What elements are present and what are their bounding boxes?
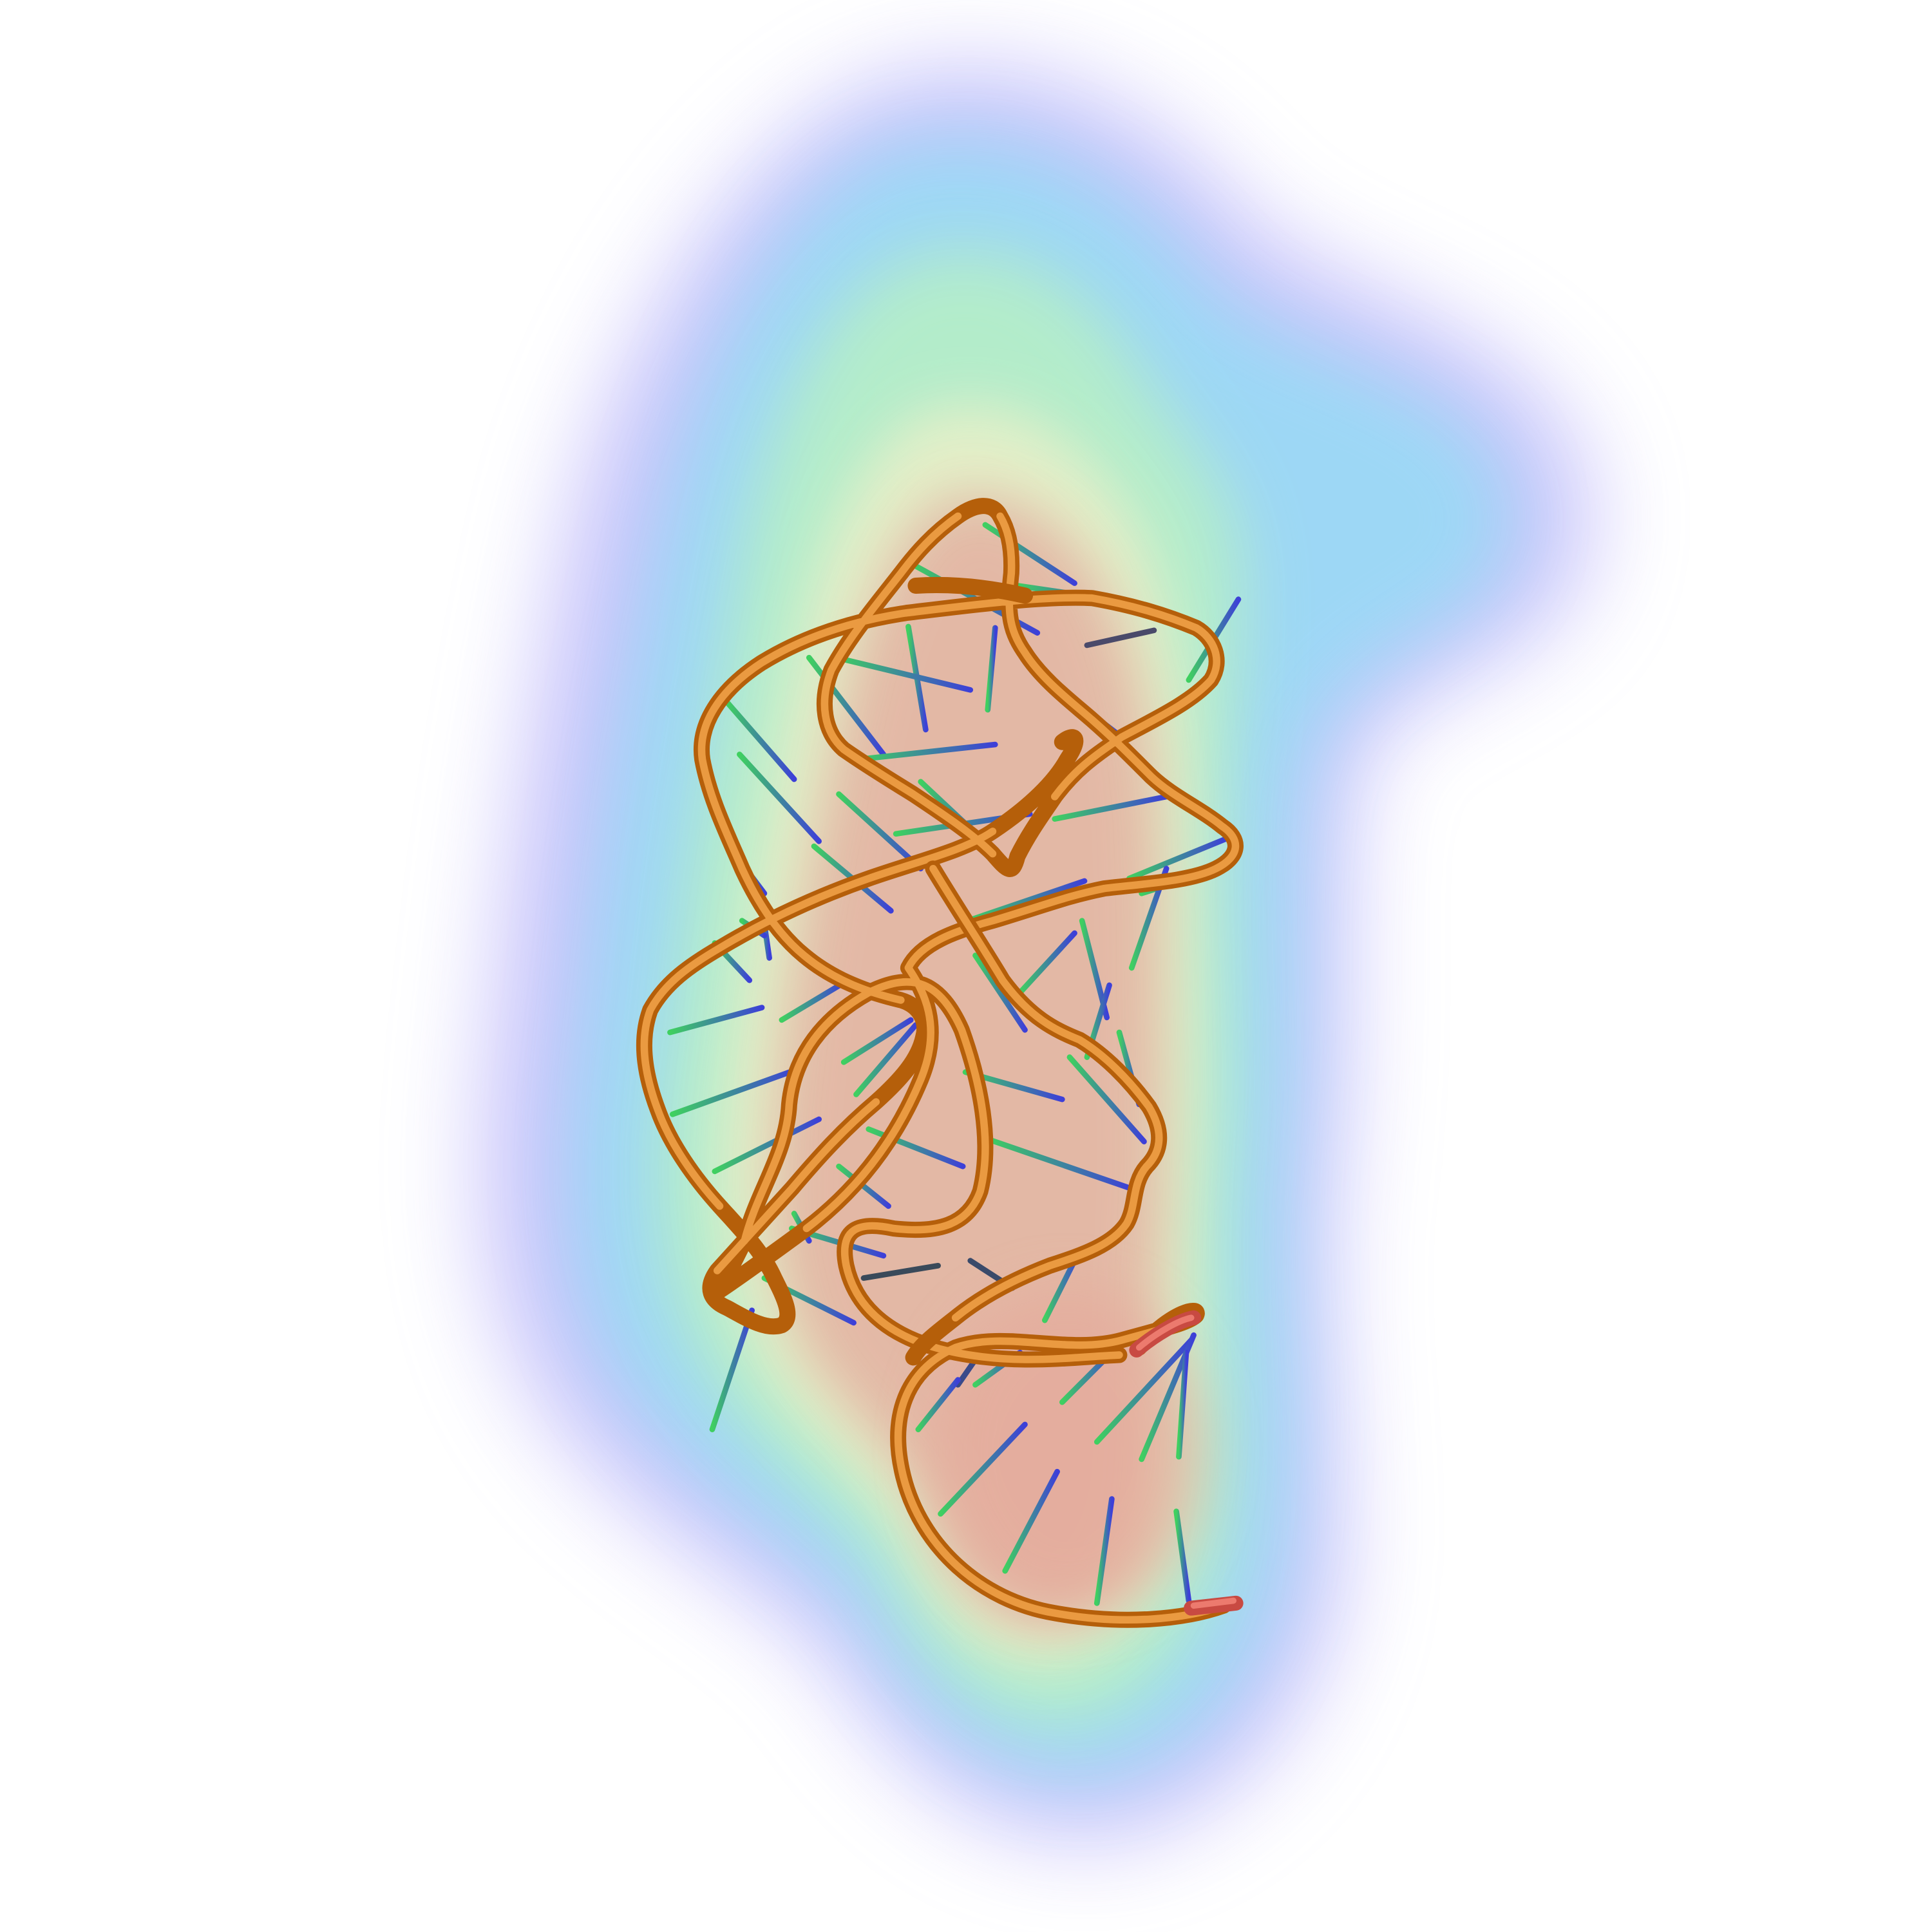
base-stick bbox=[836, 791, 924, 872]
base-stick bbox=[712, 1116, 822, 1175]
molecular-surface bbox=[482, 68, 1592, 1841]
base-stick bbox=[1126, 836, 1229, 882]
base-stick bbox=[1002, 1468, 1060, 1574]
base-stick bbox=[972, 952, 1028, 1033]
base-stick bbox=[833, 654, 974, 693]
base-stick bbox=[1094, 1496, 1115, 1606]
base-stick bbox=[855, 741, 998, 762]
base-stick bbox=[1017, 930, 1077, 996]
base-stick bbox=[806, 654, 887, 757]
backbone-tube bbox=[636, 498, 1244, 1628]
base-stick bbox=[860, 1262, 941, 1281]
base-stick bbox=[985, 1136, 1135, 1192]
base-stick bbox=[1084, 627, 1157, 649]
base-stick bbox=[1176, 1349, 1189, 1460]
base-stick bbox=[709, 1307, 755, 1432]
base-stick bbox=[938, 1421, 1028, 1517]
base-stick bbox=[1173, 1508, 1192, 1604]
backbone-terminus-3prime-highlight bbox=[1190, 1597, 1237, 1609]
base-stick bbox=[1094, 1337, 1195, 1445]
base-stick bbox=[1066, 1054, 1147, 1144]
backbone-terminus-5prime-highlight bbox=[1135, 1314, 1195, 1351]
base-stick bbox=[853, 1022, 919, 1097]
base-stick bbox=[724, 699, 797, 782]
backbone-crossing-highlight bbox=[929, 864, 1163, 1322]
base-stick bbox=[779, 980, 847, 1023]
base-stick bbox=[737, 752, 822, 844]
base-stick bbox=[669, 1066, 800, 1117]
base-stick bbox=[1052, 793, 1170, 822]
base-stick bbox=[915, 1377, 961, 1432]
base-stick bbox=[985, 625, 998, 713]
base-stick bbox=[667, 1005, 765, 1036]
backbone-highlight bbox=[640, 512, 1240, 1624]
base-stick bbox=[840, 1017, 914, 1065]
